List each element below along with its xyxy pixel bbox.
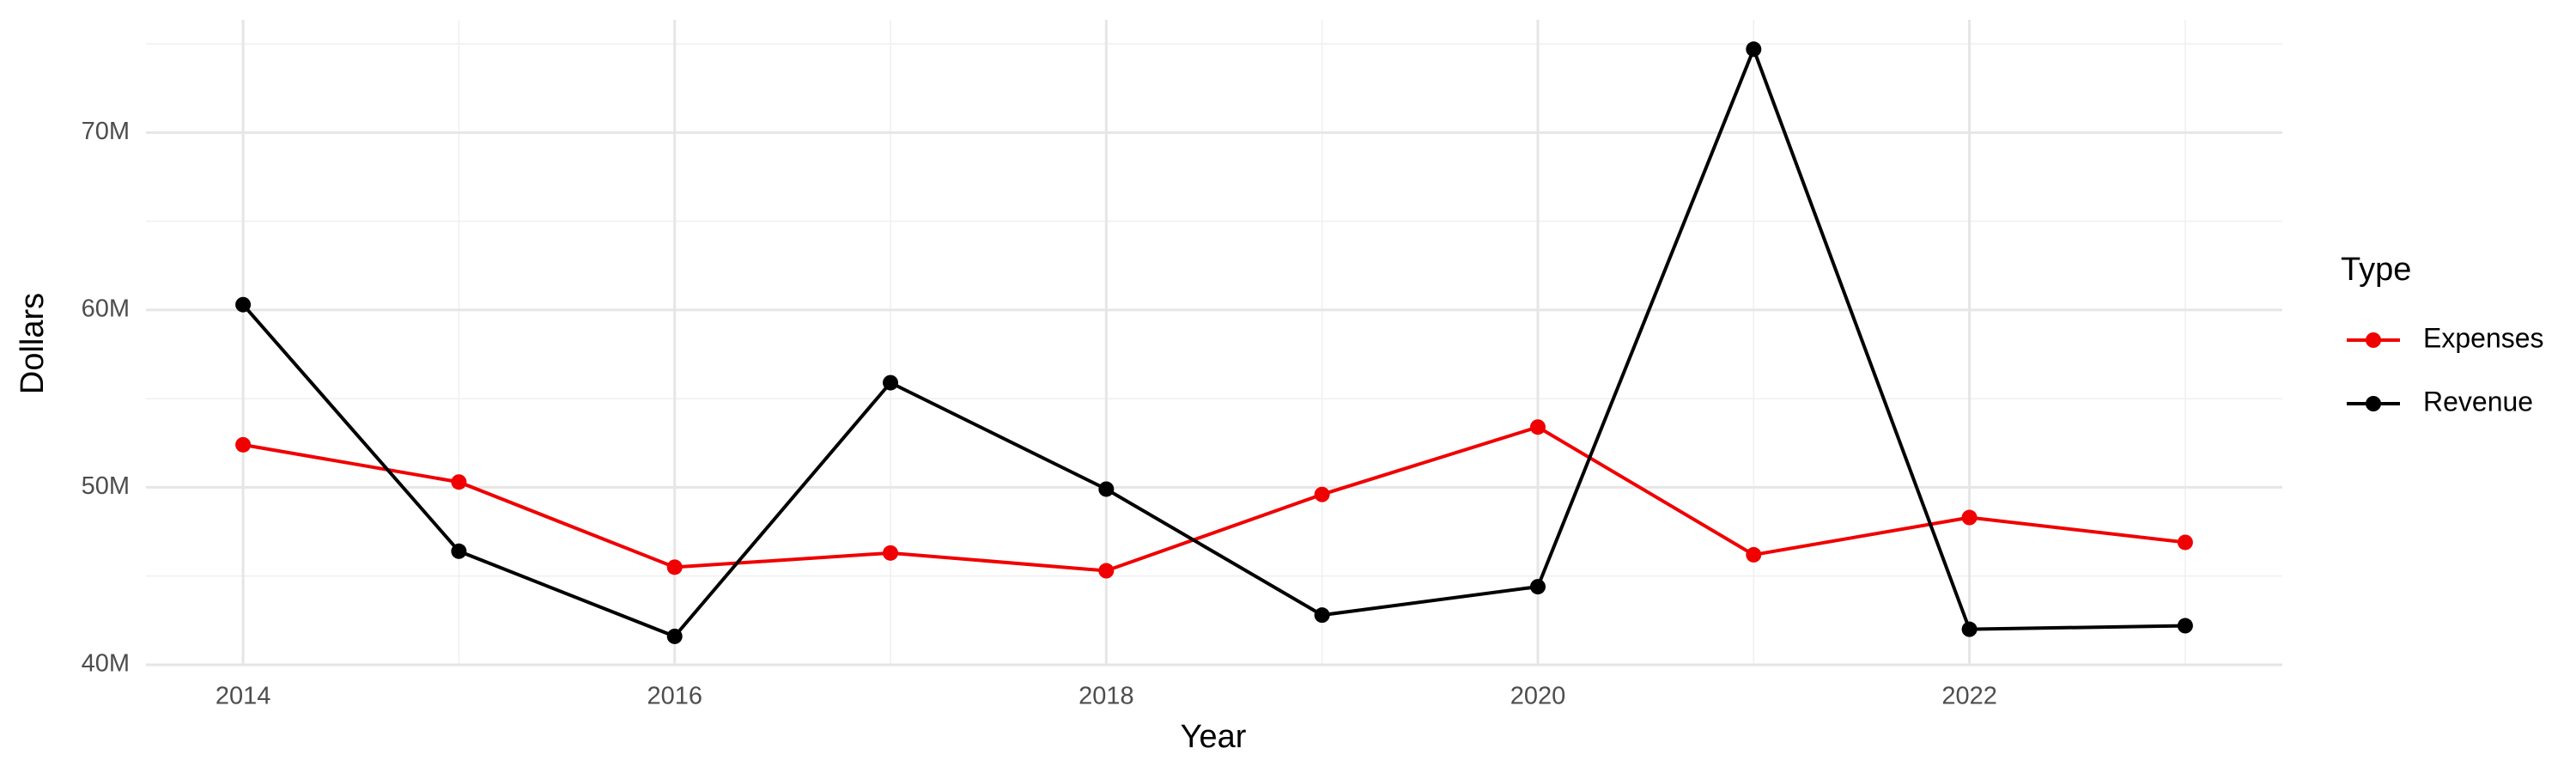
y-tick-label: 50M <box>82 472 130 500</box>
data-point <box>1529 419 1546 435</box>
data-point <box>1314 486 1330 502</box>
data-point <box>1098 481 1115 497</box>
data-point <box>883 374 899 391</box>
series-line <box>241 44 2185 639</box>
series-line <box>242 425 2186 573</box>
data-point <box>235 296 252 313</box>
data-point <box>1529 579 1546 595</box>
data-point <box>2177 534 2193 551</box>
data-point <box>1746 41 1762 58</box>
data-point <box>451 474 467 490</box>
y-tick-label: 70M <box>82 118 130 145</box>
data-point <box>1746 546 1762 563</box>
data-point <box>2177 618 2193 634</box>
x-tick-label: 2016 <box>647 683 702 710</box>
x-tick-label: 2022 <box>1941 683 1997 710</box>
data-point <box>1314 607 1330 624</box>
legend-point <box>2366 396 2381 411</box>
data-point <box>666 628 683 644</box>
y-axis-title: Dollars <box>15 293 51 394</box>
x-axis-title: Year <box>1181 719 1247 755</box>
legend-label: Revenue <box>2423 386 2533 417</box>
x-tick-label: 2020 <box>1510 683 1566 710</box>
legend-title: Type <box>2341 252 2411 288</box>
y-tick-label: 40M <box>82 650 130 678</box>
data-point <box>451 543 467 559</box>
data-point <box>1098 563 1115 579</box>
data-point <box>1961 621 1978 637</box>
data-point <box>1961 509 1978 526</box>
data-point <box>883 545 899 561</box>
x-tick-label: 2014 <box>216 683 271 710</box>
x-tick-label: 2018 <box>1078 683 1134 710</box>
data-point <box>235 436 252 453</box>
y-tick-label: 60M <box>82 295 130 323</box>
legend-point <box>2366 332 2381 348</box>
data-point <box>666 559 683 575</box>
legend-label: Expenses <box>2423 322 2544 353</box>
